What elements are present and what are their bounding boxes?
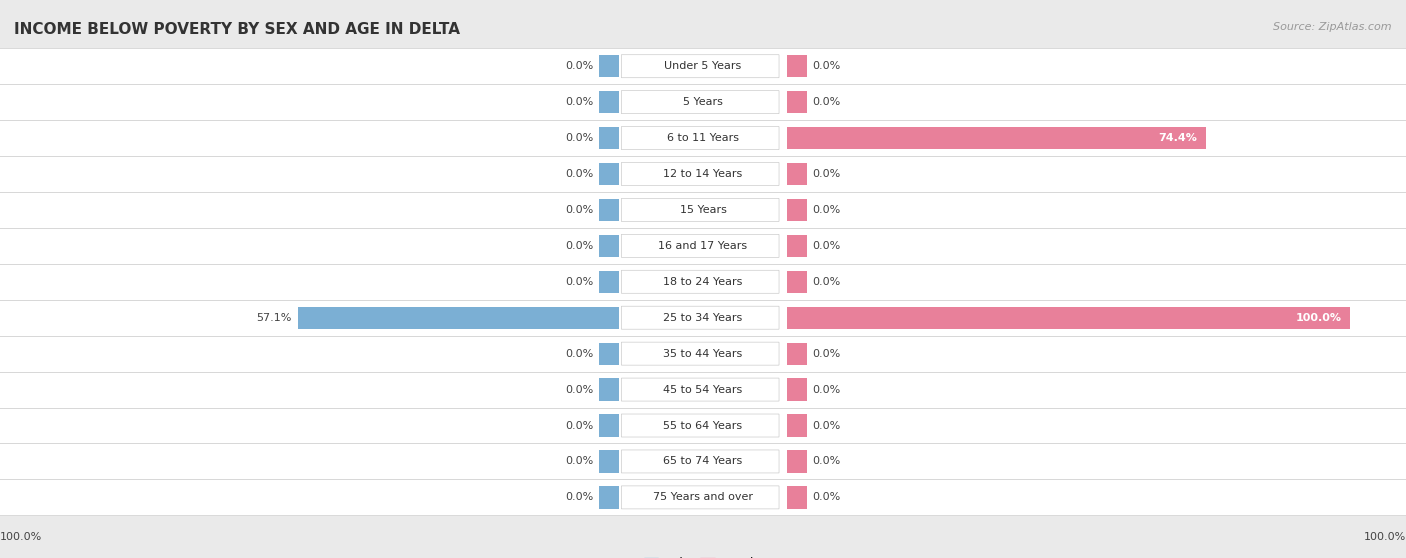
Text: 0.0%: 0.0% xyxy=(813,492,841,502)
Bar xyxy=(787,235,807,257)
Text: Under 5 Years: Under 5 Years xyxy=(665,61,741,71)
Bar xyxy=(787,343,807,365)
FancyBboxPatch shape xyxy=(621,378,779,401)
FancyBboxPatch shape xyxy=(621,486,779,509)
Text: 0.0%: 0.0% xyxy=(565,97,593,107)
Text: 0.0%: 0.0% xyxy=(565,205,593,215)
Bar xyxy=(599,235,619,257)
Text: 100.0%: 100.0% xyxy=(1295,312,1341,323)
Bar xyxy=(0,479,1406,516)
Bar xyxy=(0,336,1406,372)
Text: 25 to 34 Years: 25 to 34 Years xyxy=(664,312,742,323)
Bar xyxy=(787,55,807,78)
Bar xyxy=(0,192,1406,228)
Bar xyxy=(0,300,1406,336)
Bar xyxy=(298,306,619,329)
Bar xyxy=(0,84,1406,120)
Text: 74.4%: 74.4% xyxy=(1159,133,1198,143)
Bar xyxy=(599,450,619,473)
Bar xyxy=(0,407,1406,444)
Bar xyxy=(599,199,619,221)
Text: 35 to 44 Years: 35 to 44 Years xyxy=(664,349,742,359)
Legend: Male, Female: Male, Female xyxy=(640,552,766,558)
Text: 15 Years: 15 Years xyxy=(679,205,727,215)
FancyBboxPatch shape xyxy=(621,199,779,222)
Bar xyxy=(0,156,1406,192)
Text: 45 to 54 Years: 45 to 54 Years xyxy=(664,384,742,395)
Bar xyxy=(787,91,807,113)
FancyBboxPatch shape xyxy=(621,90,779,114)
Bar xyxy=(787,415,807,437)
Text: 0.0%: 0.0% xyxy=(813,384,841,395)
Bar xyxy=(787,127,1206,149)
Bar xyxy=(787,271,807,293)
Bar xyxy=(787,163,807,185)
Bar xyxy=(599,55,619,78)
Text: 65 to 74 Years: 65 to 74 Years xyxy=(664,456,742,466)
Text: 100.0%: 100.0% xyxy=(0,532,42,541)
Text: 16 and 17 Years: 16 and 17 Years xyxy=(658,241,748,251)
Text: 0.0%: 0.0% xyxy=(813,349,841,359)
Text: 0.0%: 0.0% xyxy=(565,277,593,287)
Bar xyxy=(599,91,619,113)
Text: 0.0%: 0.0% xyxy=(813,277,841,287)
Text: 55 to 64 Years: 55 to 64 Years xyxy=(664,421,742,431)
Bar xyxy=(599,271,619,293)
Text: Source: ZipAtlas.com: Source: ZipAtlas.com xyxy=(1274,22,1392,32)
Bar xyxy=(787,306,1350,329)
FancyBboxPatch shape xyxy=(621,162,779,185)
FancyBboxPatch shape xyxy=(621,270,779,294)
FancyBboxPatch shape xyxy=(621,234,779,257)
Text: 0.0%: 0.0% xyxy=(565,133,593,143)
Bar xyxy=(787,199,807,221)
Text: 57.1%: 57.1% xyxy=(256,312,292,323)
Text: 0.0%: 0.0% xyxy=(565,241,593,251)
Text: 18 to 24 Years: 18 to 24 Years xyxy=(664,277,742,287)
Text: 12 to 14 Years: 12 to 14 Years xyxy=(664,169,742,179)
FancyBboxPatch shape xyxy=(621,342,779,365)
Bar xyxy=(599,378,619,401)
Bar xyxy=(599,415,619,437)
Bar xyxy=(787,378,807,401)
Bar xyxy=(0,372,1406,407)
Bar xyxy=(599,343,619,365)
Text: 6 to 11 Years: 6 to 11 Years xyxy=(666,133,740,143)
Text: INCOME BELOW POVERTY BY SEX AND AGE IN DELTA: INCOME BELOW POVERTY BY SEX AND AGE IN D… xyxy=(14,22,460,37)
Bar xyxy=(599,486,619,508)
Text: 5 Years: 5 Years xyxy=(683,97,723,107)
Bar xyxy=(0,264,1406,300)
Bar xyxy=(599,163,619,185)
Text: 0.0%: 0.0% xyxy=(565,349,593,359)
Bar xyxy=(0,444,1406,479)
Text: 75 Years and over: 75 Years and over xyxy=(652,492,754,502)
Text: 0.0%: 0.0% xyxy=(813,456,841,466)
Bar xyxy=(0,48,1406,84)
Bar xyxy=(787,450,807,473)
Text: 0.0%: 0.0% xyxy=(813,61,841,71)
Text: 0.0%: 0.0% xyxy=(813,241,841,251)
Text: 0.0%: 0.0% xyxy=(565,456,593,466)
FancyBboxPatch shape xyxy=(621,414,779,437)
Bar xyxy=(599,127,619,149)
Text: 0.0%: 0.0% xyxy=(565,61,593,71)
Text: 0.0%: 0.0% xyxy=(565,492,593,502)
Text: 0.0%: 0.0% xyxy=(565,421,593,431)
Bar xyxy=(0,120,1406,156)
Text: 0.0%: 0.0% xyxy=(813,421,841,431)
Bar xyxy=(0,228,1406,264)
Text: 0.0%: 0.0% xyxy=(813,97,841,107)
Bar xyxy=(787,486,807,508)
Text: 0.0%: 0.0% xyxy=(565,384,593,395)
Text: 0.0%: 0.0% xyxy=(565,169,593,179)
Text: 100.0%: 100.0% xyxy=(1364,532,1406,541)
FancyBboxPatch shape xyxy=(621,127,779,150)
Text: 0.0%: 0.0% xyxy=(813,205,841,215)
FancyBboxPatch shape xyxy=(621,55,779,78)
FancyBboxPatch shape xyxy=(621,306,779,329)
FancyBboxPatch shape xyxy=(621,450,779,473)
Text: 0.0%: 0.0% xyxy=(813,169,841,179)
